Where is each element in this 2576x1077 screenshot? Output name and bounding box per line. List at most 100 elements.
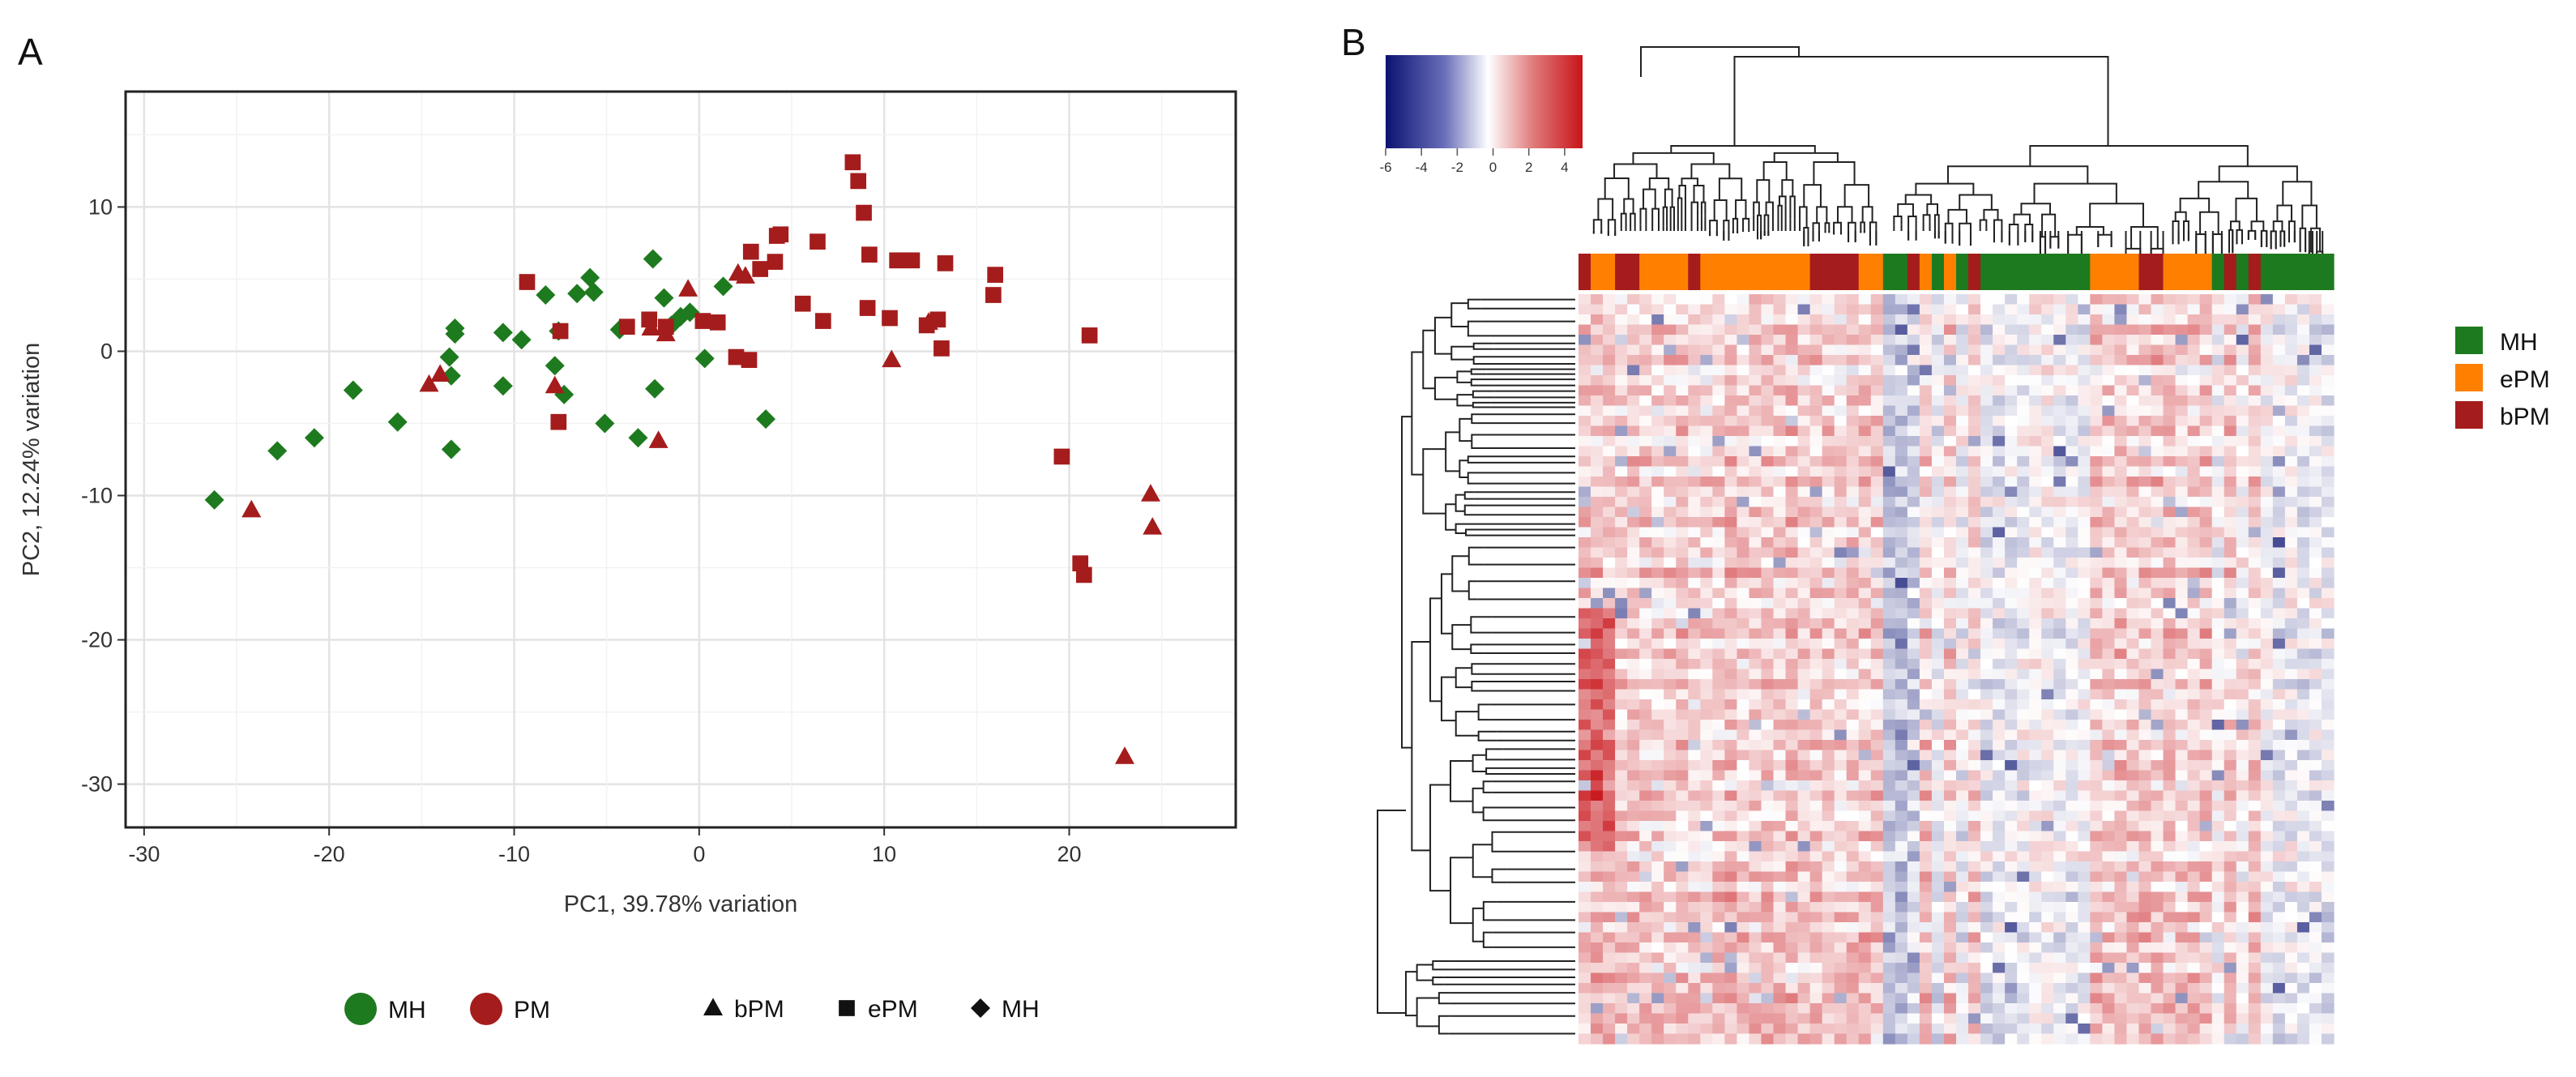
heatmap-cell — [1980, 426, 1993, 437]
heatmap-cell — [2297, 436, 2310, 447]
heatmap-cell — [1907, 609, 1920, 619]
heatmap-cell — [1798, 436, 1811, 447]
heatmap-cell — [2029, 487, 2042, 498]
heatmap-cell — [1712, 467, 1725, 477]
heatmap-cell — [1578, 1014, 1591, 1024]
heatmap-cell — [1907, 892, 1920, 903]
heatmap-cell — [2224, 780, 2237, 791]
heatmap-cell — [1676, 740, 1689, 750]
heatmap-cell — [2041, 578, 2054, 588]
annotation-cell — [1700, 254, 1713, 290]
heatmap-cell — [2102, 537, 2115, 548]
heatmap-cell — [2090, 294, 2103, 305]
heatmap-cell — [2224, 325, 2237, 335]
heatmap-cell — [2273, 294, 2286, 305]
heatmap-cell — [2200, 861, 2213, 872]
heatmap-cell — [1664, 406, 1677, 417]
heatmap-cell — [2188, 740, 2201, 750]
heatmap-cell — [1883, 983, 1896, 994]
heatmap-cell — [2005, 841, 2018, 852]
heatmap-cell — [2102, 902, 2115, 912]
heatmap-cell — [2053, 933, 2066, 943]
heatmap-cell — [2309, 325, 2322, 335]
heatmap-cell — [2261, 760, 2274, 771]
heatmap-cell — [1786, 760, 1799, 771]
heatmap-cell — [1627, 791, 1640, 801]
dendrogram-branch — [2289, 221, 2295, 242]
heatmap-cell — [1956, 578, 1969, 588]
heatmap-cell — [1847, 852, 1860, 862]
heatmap-cell — [1847, 922, 1860, 933]
heatmap-cell — [2322, 801, 2335, 811]
heatmap-cell — [2322, 760, 2335, 771]
heatmap-cell — [1676, 821, 1689, 831]
heatmap-cell — [2102, 497, 2115, 507]
heatmap-cell — [1835, 872, 1848, 883]
heatmap-cell — [2176, 780, 2189, 791]
heatmap-cell — [2029, 386, 2042, 396]
heatmap-cell — [2126, 578, 2139, 588]
heatmap-cell — [1847, 375, 1860, 386]
heatmap-cell — [2126, 953, 2139, 964]
heatmap-cell — [2114, 994, 2127, 1004]
heatmap-cell — [2114, 852, 2127, 862]
heatmap-cell — [2322, 852, 2335, 862]
heatmap-cell — [1932, 669, 1945, 680]
heatmap-cell — [1615, 710, 1628, 720]
heatmap-cell — [1968, 872, 1981, 883]
heatmap-cell — [1871, 517, 1884, 528]
heatmap-cell — [2090, 588, 2103, 599]
heatmap-cell — [2065, 922, 2078, 933]
heatmap-cell — [2114, 649, 2127, 660]
heatmap-cell — [1774, 588, 1787, 599]
heatmap-cell — [2151, 922, 2164, 933]
heatmap-cell — [1980, 801, 1993, 811]
heatmap-cell — [1688, 578, 1701, 588]
heatmap-cell — [1810, 872, 1823, 883]
heatmap-cell — [2212, 831, 2225, 842]
heatmap-cell — [2005, 386, 2018, 396]
heatmap-cell — [2236, 345, 2249, 356]
pca-point-epm — [861, 246, 878, 263]
heatmap-cell — [1591, 639, 1604, 649]
heatmap-cell — [1871, 426, 1884, 437]
heatmap-cell — [1822, 791, 1835, 801]
heatmap-cell — [1895, 912, 1908, 923]
heatmap-cell — [1920, 922, 1933, 933]
heatmap-cell — [1664, 791, 1677, 801]
heatmap-cell — [2200, 821, 2213, 831]
heatmap-cell — [1664, 730, 1677, 741]
heatmap-cell — [1968, 750, 1981, 761]
heatmap-cell — [2138, 740, 2151, 750]
heatmap-cell — [2029, 963, 2042, 973]
heatmap-cell — [2078, 548, 2091, 558]
heatmap-cell — [1835, 740, 1848, 750]
heatmap-cell — [1639, 649, 1652, 660]
dendrogram-branch — [1984, 210, 1997, 220]
heatmap-cell — [2236, 517, 2249, 528]
heatmap-cell — [1639, 375, 1652, 386]
heatmap-cell — [1664, 861, 1677, 872]
heatmap-cell — [2164, 994, 2177, 1004]
heatmap-cell — [1907, 791, 1920, 801]
heatmap-cell — [1907, 507, 1920, 518]
heatmap-cell — [1627, 497, 1640, 507]
heatmap-cell — [1859, 568, 1872, 579]
heatmap-cell — [2053, 395, 2066, 406]
heatmap-cell — [1786, 609, 1799, 619]
dendrogram-branch — [1813, 223, 1819, 241]
annotation-cell — [2041, 254, 2054, 290]
heatmap-cell — [1907, 872, 1920, 883]
heatmap-cell — [1956, 447, 1969, 457]
heatmap-cell — [2273, 406, 2286, 417]
dendrogram-branch — [1863, 207, 1873, 222]
heatmap-cell — [1920, 345, 1933, 356]
scale-tick-label: 4 — [1561, 160, 1568, 175]
heatmap-cell — [1932, 994, 1945, 1004]
heatmap-cell — [1871, 771, 1884, 781]
heatmap-cell — [1774, 872, 1787, 883]
heatmap-cell — [1664, 720, 1677, 730]
heatmap-cell — [1907, 497, 1920, 507]
heatmap-cell — [1956, 497, 1969, 507]
dendrogram-branch — [2010, 224, 2019, 246]
